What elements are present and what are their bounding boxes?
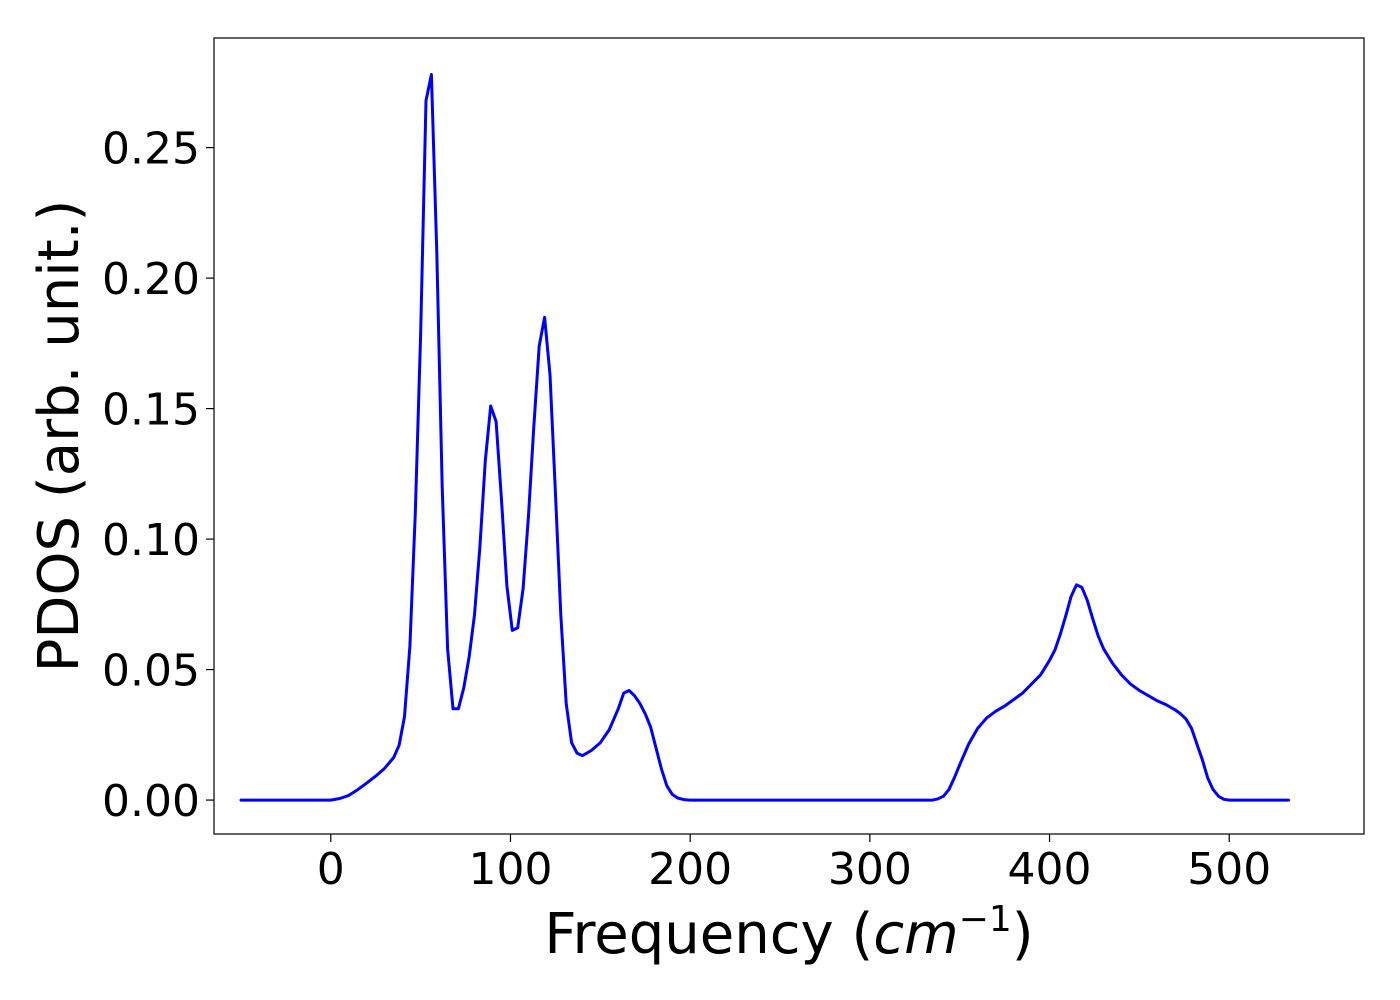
x-axis-ticks: 0 100 200 300 400 500: [317, 834, 1271, 895]
y-axis-ticks: 0.00 0.05 0.10 0.15 0.20 0.25: [102, 124, 214, 827]
pdos-series-line: [239, 73, 1290, 802]
y-tick-label: 0.25: [102, 124, 200, 175]
x-axis-title-exponent: −1: [959, 899, 1012, 940]
x-tick-label: 0: [317, 844, 345, 895]
y-tick-label: 0.10: [102, 515, 200, 566]
x-axis-title-prefix: Frequency (: [544, 902, 873, 967]
x-axis-title-suffix: ): [1012, 902, 1034, 967]
x-tick-label: 100: [468, 844, 552, 895]
y-axis-title: PDOS (arb. unit.): [27, 200, 92, 673]
y-tick-label: 0.05: [102, 646, 200, 697]
y-tick-label: 0.00: [102, 776, 200, 827]
series-layer: [239, 73, 1290, 802]
y-tick-label: 0.15: [102, 385, 200, 436]
x-tick-label: 300: [828, 844, 912, 895]
x-tick-label: 500: [1187, 844, 1271, 895]
plot-area-frame: [213, 37, 1365, 835]
x-tick-label: 400: [1008, 844, 1092, 895]
x-axis-title-unit: cm: [873, 902, 958, 967]
x-tick-label: 200: [648, 844, 732, 895]
y-tick-label: 0.20: [102, 254, 200, 305]
x-axis-title: Frequency (cm−1): [544, 899, 1033, 967]
